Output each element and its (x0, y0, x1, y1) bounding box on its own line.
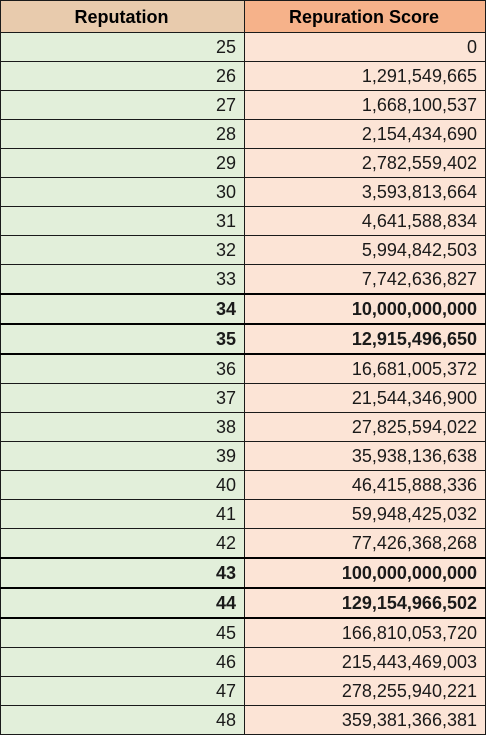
reputation-cell[interactable]: 41 (0, 499, 245, 529)
reputation-cell[interactable]: 42 (0, 528, 245, 559)
table-row: 32 5,994,842,503 (0, 235, 486, 265)
table-row: 36 16,681,005,372 (0, 353, 486, 384)
reputation-cell[interactable]: 25 (0, 32, 245, 62)
header-reputation[interactable]: Reputation (0, 0, 245, 33)
score-cell[interactable]: 27,825,594,022 (244, 412, 486, 442)
table-row: 33 7,742,636,827 (0, 264, 486, 295)
table-row: 28 2,154,434,690 (0, 119, 486, 149)
reputation-cell[interactable]: 37 (0, 383, 245, 413)
reputation-cell[interactable]: 38 (0, 412, 245, 442)
reputation-cell[interactable]: 47 (0, 676, 245, 706)
score-cell[interactable]: 46,415,888,336 (244, 470, 486, 500)
table-row: 35 12,915,496,650 (0, 323, 486, 355)
score-cell[interactable]: 1,291,549,665 (244, 61, 486, 91)
table-row: 38 27,825,594,022 (0, 412, 486, 442)
reputation-cell[interactable]: 36 (0, 353, 245, 384)
score-cell[interactable]: 4,641,588,834 (244, 206, 486, 236)
score-cell[interactable]: 278,255,940,221 (244, 676, 486, 706)
reputation-cell[interactable]: 43 (0, 557, 245, 589)
score-cell[interactable]: 215,443,469,003 (244, 647, 486, 677)
reputation-cell[interactable]: 34 (0, 293, 245, 325)
table-row: 45 166,810,053,720 (0, 617, 486, 648)
reputation-cell[interactable]: 28 (0, 119, 245, 149)
table-row: 41 59,948,425,032 (0, 499, 486, 529)
score-cell[interactable]: 21,544,346,900 (244, 383, 486, 413)
score-cell[interactable]: 35,938,136,638 (244, 441, 486, 471)
score-cell[interactable]: 166,810,053,720 (244, 617, 486, 648)
table-row: 39 35,938,136,638 (0, 441, 486, 471)
reputation-cell[interactable]: 44 (0, 587, 245, 619)
reputation-cell[interactable]: 39 (0, 441, 245, 471)
score-cell[interactable]: 59,948,425,032 (244, 499, 486, 529)
table-row: 30 3,593,813,664 (0, 177, 486, 207)
reputation-cell[interactable]: 30 (0, 177, 245, 207)
score-cell[interactable]: 5,994,842,503 (244, 235, 486, 265)
table-row: 31 4,641,588,834 (0, 206, 486, 236)
header-score[interactable]: Repuration Score (244, 0, 486, 33)
table-row: 40 46,415,888,336 (0, 470, 486, 500)
table-body: 25 0 26 1,291,549,665 27 1,668,100,537 28 2,154… (0, 32, 486, 735)
header-row: Reputation Repuration Score (0, 0, 486, 33)
score-cell[interactable]: 16,681,005,372 (244, 353, 486, 384)
table-row: 44 129,154,966,502 (0, 587, 486, 619)
table-row: 42 77,426,368,268 (0, 528, 486, 559)
score-cell[interactable]: 12,915,496,650 (244, 323, 486, 355)
table-row: 48 359,381,366,381 (0, 705, 486, 735)
reputation-cell[interactable]: 27 (0, 90, 245, 120)
table-row: 29 2,782,559,402 (0, 148, 486, 178)
score-cell[interactable]: 77,426,368,268 (244, 528, 486, 559)
table-row: 47 278,255,940,221 (0, 676, 486, 706)
reputation-cell[interactable]: 45 (0, 617, 245, 648)
table-row: 25 0 (0, 32, 486, 62)
score-cell[interactable]: 2,782,559,402 (244, 148, 486, 178)
table-row: 27 1,668,100,537 (0, 90, 486, 120)
score-cell[interactable]: 1,668,100,537 (244, 90, 486, 120)
score-cell[interactable]: 7,742,636,827 (244, 264, 486, 295)
table-row: 34 10,000,000,000 (0, 293, 486, 325)
table-row: 26 1,291,549,665 (0, 61, 486, 91)
score-cell[interactable]: 129,154,966,502 (244, 587, 486, 619)
reputation-cell[interactable]: 46 (0, 647, 245, 677)
reputation-cell[interactable]: 31 (0, 206, 245, 236)
score-cell[interactable]: 100,000,000,000 (244, 557, 486, 589)
reputation-cell[interactable]: 35 (0, 323, 245, 355)
score-cell[interactable]: 3,593,813,664 (244, 177, 486, 207)
reputation-cell[interactable]: 29 (0, 148, 245, 178)
reputation-cell[interactable]: 32 (0, 235, 245, 265)
score-cell[interactable]: 0 (244, 32, 486, 62)
score-cell[interactable]: 10,000,000,000 (244, 293, 486, 325)
table-row: 46 215,443,469,003 (0, 647, 486, 677)
score-cell[interactable]: 2,154,434,690 (244, 119, 486, 149)
reputation-cell[interactable]: 40 (0, 470, 245, 500)
table-row: 43 100,000,000,000 (0, 557, 486, 589)
reputation-cell[interactable]: 33 (0, 264, 245, 295)
table-row: 37 21,544,346,900 (0, 383, 486, 413)
score-cell[interactable]: 359,381,366,381 (244, 705, 486, 735)
reputation-cell[interactable]: 48 (0, 705, 245, 735)
reputation-cell[interactable]: 26 (0, 61, 245, 91)
